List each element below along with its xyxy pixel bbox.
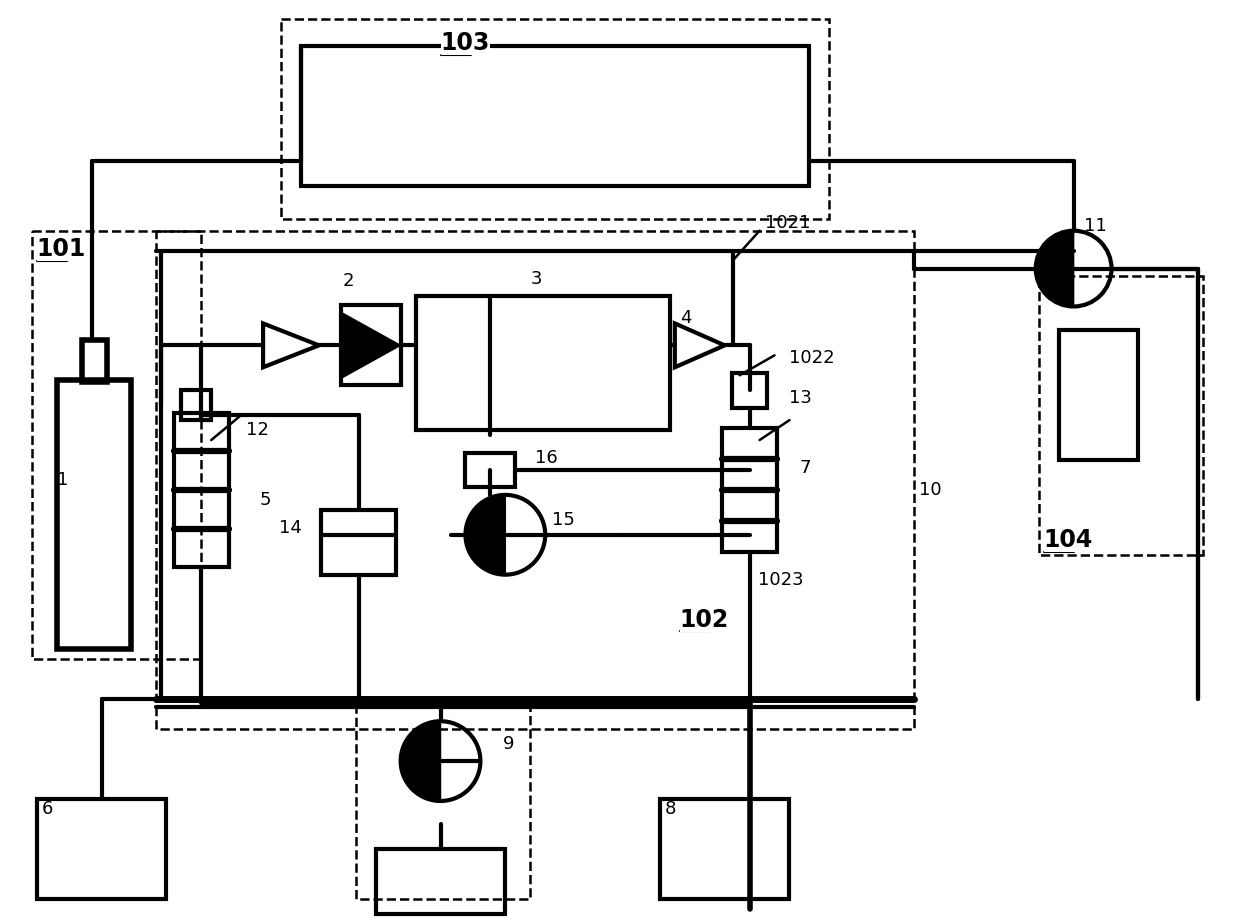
Polygon shape xyxy=(343,315,398,375)
Bar xyxy=(156,230,914,729)
Text: 6: 6 xyxy=(42,800,53,818)
Text: 11: 11 xyxy=(1084,217,1106,235)
Bar xyxy=(1059,330,1138,460)
Bar xyxy=(82,340,107,383)
Text: 103: 103 xyxy=(440,31,490,55)
Bar xyxy=(37,799,166,899)
Bar xyxy=(57,380,131,649)
Text: 16: 16 xyxy=(536,449,558,467)
Polygon shape xyxy=(1035,230,1074,306)
Text: 4: 4 xyxy=(680,310,692,327)
Text: 12: 12 xyxy=(246,421,269,439)
Polygon shape xyxy=(465,495,506,574)
Text: 101: 101 xyxy=(37,237,86,261)
Text: 15: 15 xyxy=(552,511,575,529)
Text: 1022: 1022 xyxy=(790,349,835,367)
Text: 13: 13 xyxy=(790,389,812,408)
Bar xyxy=(465,453,516,488)
Bar xyxy=(32,230,201,659)
Bar xyxy=(181,390,211,420)
Bar xyxy=(732,372,768,408)
Bar xyxy=(281,19,830,219)
Bar xyxy=(376,849,506,914)
Text: 10: 10 xyxy=(919,481,941,499)
Text: 9: 9 xyxy=(503,735,515,753)
Text: 104: 104 xyxy=(1044,527,1092,551)
Bar xyxy=(722,428,777,552)
Text: 7: 7 xyxy=(800,459,811,477)
Text: 1: 1 xyxy=(57,471,68,489)
Text: 102: 102 xyxy=(680,608,729,632)
Text: 2: 2 xyxy=(342,272,355,290)
Bar xyxy=(415,295,670,430)
Bar xyxy=(321,510,396,574)
Bar xyxy=(1039,276,1203,555)
Bar xyxy=(356,704,531,899)
Bar xyxy=(341,305,401,385)
Text: 1021: 1021 xyxy=(765,214,810,231)
Polygon shape xyxy=(401,721,440,801)
Text: 3: 3 xyxy=(531,269,542,288)
Text: 14: 14 xyxy=(279,519,301,537)
Bar xyxy=(174,413,228,567)
Text: 8: 8 xyxy=(665,800,676,818)
Text: 1023: 1023 xyxy=(758,571,804,588)
Bar xyxy=(660,799,790,899)
Text: 5: 5 xyxy=(259,491,270,509)
Bar xyxy=(301,46,810,186)
